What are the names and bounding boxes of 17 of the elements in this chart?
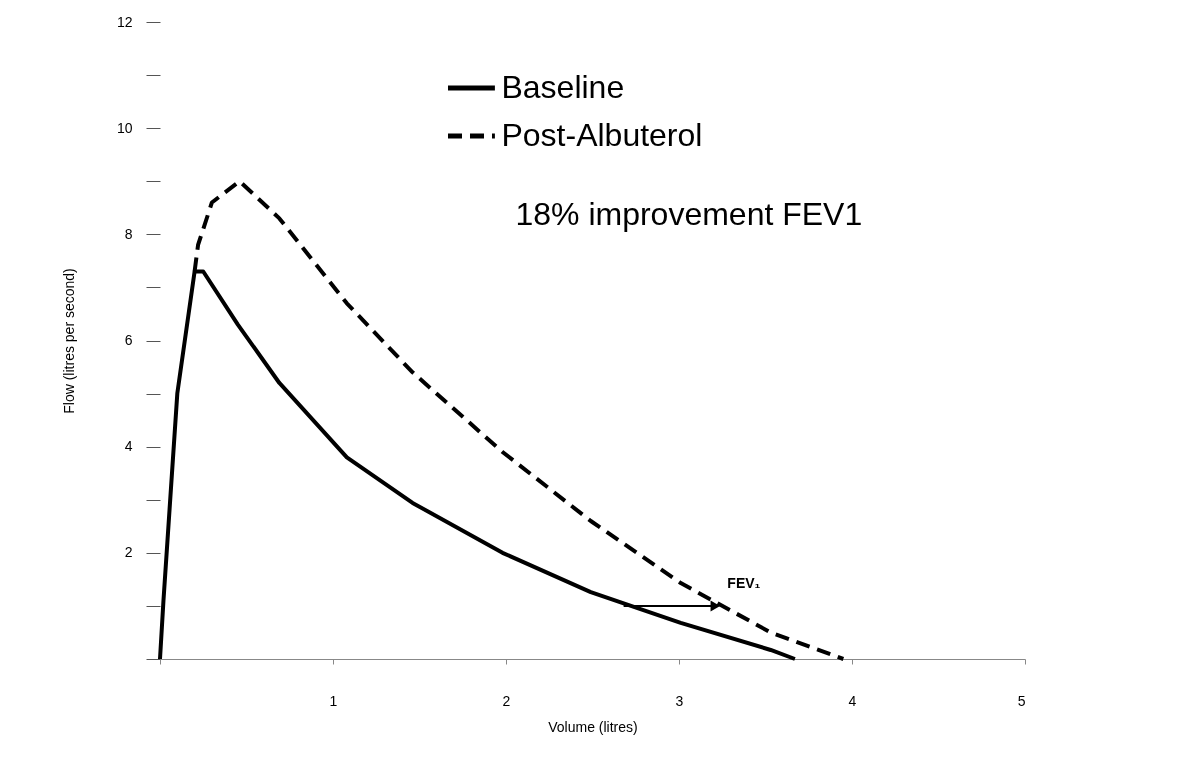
x-tick-label: 2 xyxy=(502,692,511,709)
x-tick-label: 4 xyxy=(848,692,857,709)
legend-label: Baseline xyxy=(501,69,625,105)
x-tick-label: 1 xyxy=(329,692,338,709)
y-axis-title: Flow (litres per second) xyxy=(60,268,77,414)
y-tick-label: 12 xyxy=(116,13,133,30)
y-tick-label: 6 xyxy=(124,332,133,348)
y-tick-label: 4 xyxy=(124,438,133,455)
annotation: 18% improvement FEV1 xyxy=(515,196,863,232)
y-tick-label: 2 xyxy=(124,544,133,561)
legend-label: Post-Albuterol xyxy=(501,117,703,153)
y-tick-label: 8 xyxy=(124,225,133,242)
x-tick-label: 3 xyxy=(675,692,684,709)
annotation: FEV₁ xyxy=(727,574,761,591)
x-axis-title: Volume (litres) xyxy=(548,718,638,735)
x-tick-label: 5 xyxy=(1017,692,1026,709)
y-tick-label: 10 xyxy=(116,119,133,136)
